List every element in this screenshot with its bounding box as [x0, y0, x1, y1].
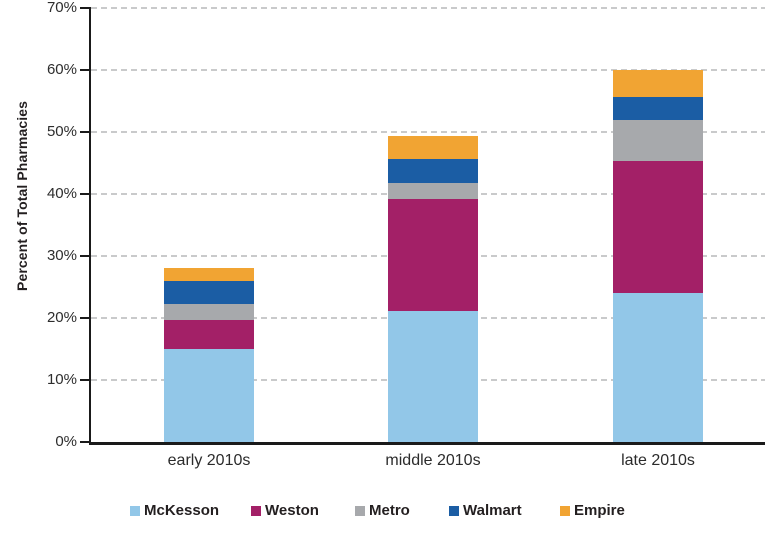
legend-label-mckesson: McKesson — [144, 502, 220, 519]
legend-label-metro: Metro — [369, 502, 410, 519]
y-tick-label: 10% — [46, 371, 77, 388]
y-tick-label: 40% — [46, 185, 77, 202]
bar-segment-metro — [388, 183, 478, 199]
bar-segment-mckesson — [388, 311, 478, 442]
y-axis-tick — [80, 193, 89, 195]
gridline — [91, 7, 765, 9]
x-tick-label: middle 2010s — [385, 452, 481, 469]
bar-segment-empire — [388, 135, 478, 160]
y-tick-label: 0% — [55, 433, 77, 450]
walmart-legend-swatch-icon — [449, 505, 459, 516]
bar-segment-metro — [164, 304, 254, 320]
bar-segment-walmart — [388, 159, 478, 184]
bar-early-2010s — [164, 267, 254, 442]
legend-item-walmart: Walmart — [449, 502, 522, 519]
y-axis-tick — [80, 255, 89, 257]
y-axis-tick — [80, 379, 89, 381]
y-tick-label: 50% — [46, 123, 77, 140]
bar-segment-mckesson — [613, 293, 703, 442]
x-tick-label: early 2010s — [167, 452, 251, 469]
y-tick-label: 60% — [46, 61, 77, 78]
x-tick-label: late 2010s — [621, 452, 695, 469]
y-axis-tick — [80, 317, 89, 319]
metro-legend-swatch-icon — [355, 505, 365, 516]
legend-label-walmart: Walmart — [463, 502, 522, 519]
bar-segment-metro — [613, 119, 703, 161]
gridline — [91, 131, 765, 133]
y-axis-line — [89, 7, 91, 444]
bar-segment-walmart — [613, 96, 703, 120]
y-axis-tick — [80, 7, 89, 9]
plot-area: 0% 10% 20% 30% 40% 50% 60% 70% early 2010s middle… — [47, 0, 765, 469]
legend-item-mckesson: McKesson — [130, 502, 219, 519]
mckesson-legend-swatch-icon — [130, 505, 140, 516]
x-axis-line — [89, 442, 765, 445]
legend-label-weston: Weston — [265, 502, 319, 519]
y-axis-tick — [80, 69, 89, 71]
y-tick-label: 20% — [46, 309, 77, 326]
y-axis-tick — [80, 441, 89, 443]
legend: McKesson Weston Metro Walmart Empire — [0, 502, 770, 524]
bar-segment-empire — [613, 70, 703, 97]
empire-legend-swatch-icon — [560, 505, 570, 516]
legend-label-empire: Empire — [574, 502, 625, 519]
gridline — [91, 69, 765, 71]
y-tick-label: 30% — [46, 247, 77, 264]
legend-item-empire: Empire — [560, 502, 625, 519]
legend-item-weston: Weston — [251, 502, 319, 519]
y-tick-label: 70% — [46, 0, 77, 16]
bar-segment-mckesson — [164, 349, 254, 442]
bar-late-2010s — [613, 70, 703, 442]
bar-segment-walmart — [164, 280, 254, 305]
bar-segment-weston — [164, 319, 254, 349]
bar-segment-weston — [613, 160, 703, 294]
y-axis-title: Percent of Total Pharmacies — [14, 101, 30, 291]
y-axis-tick — [80, 131, 89, 133]
bar-middle-2010s — [388, 135, 478, 442]
bar-segment-weston — [388, 198, 478, 312]
weston-legend-swatch-icon — [251, 505, 261, 516]
legend-item-metro: Metro — [355, 502, 410, 519]
bar-segment-empire — [164, 267, 254, 281]
